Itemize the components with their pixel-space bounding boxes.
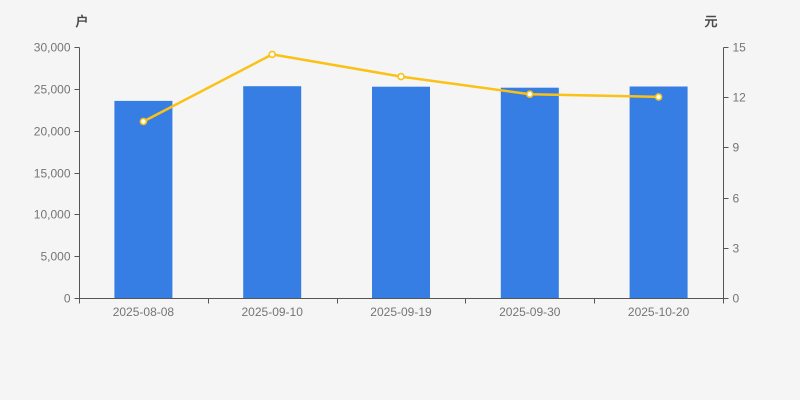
bar[interactable] bbox=[629, 86, 688, 299]
bar-series bbox=[114, 86, 688, 299]
bar[interactable] bbox=[500, 87, 559, 298]
left-axis-tick-label: 0 bbox=[64, 292, 71, 306]
right-axis-tick-label: 6 bbox=[733, 192, 740, 206]
right-axis-name: 元 bbox=[704, 14, 717, 29]
line-point-marker[interactable] bbox=[397, 72, 405, 81]
bar[interactable] bbox=[243, 86, 302, 298]
right-axis-tick-label: 9 bbox=[733, 141, 740, 155]
left-axis-name: 户 bbox=[75, 14, 88, 29]
x-axis-label: 2025-09-19 bbox=[370, 305, 432, 319]
line-point-marker[interactable] bbox=[525, 90, 534, 98]
right-axis-tick-label: 3 bbox=[733, 242, 740, 256]
line-point-marker[interactable] bbox=[139, 117, 148, 126]
left-axis-tick-label: 10,000 bbox=[34, 208, 71, 222]
bar[interactable] bbox=[114, 100, 173, 299]
left-axis-tick-label: 20,000 bbox=[34, 125, 71, 139]
x-axis-label: 2025-08-08 bbox=[113, 305, 175, 319]
right-axis-tick-label: 15 bbox=[733, 41, 747, 55]
bar[interactable] bbox=[372, 86, 430, 298]
line-point-marker[interactable] bbox=[268, 50, 277, 59]
x-axis-label: 2025-09-10 bbox=[242, 305, 304, 319]
line-series bbox=[139, 50, 663, 126]
x-axis-label: 2025-10-20 bbox=[628, 305, 690, 319]
right-axis-tick-label: 0 bbox=[733, 292, 740, 306]
left-axis-tick-label: 25,000 bbox=[34, 83, 71, 97]
right-axis-tick-label: 12 bbox=[733, 91, 747, 105]
left-axis-tick-label: 30,000 bbox=[34, 41, 71, 55]
left-axis-tick-label: 5,000 bbox=[40, 250, 70, 264]
x-axis-label: 2025-09-30 bbox=[499, 305, 561, 319]
axes: 0 5,000 10,000 15,000 20,000 25,000 30,000 0 3 6 9… bbox=[34, 41, 746, 306]
left-axis-tick-label: 15,000 bbox=[34, 167, 71, 181]
line-point-marker[interactable] bbox=[654, 93, 663, 101]
